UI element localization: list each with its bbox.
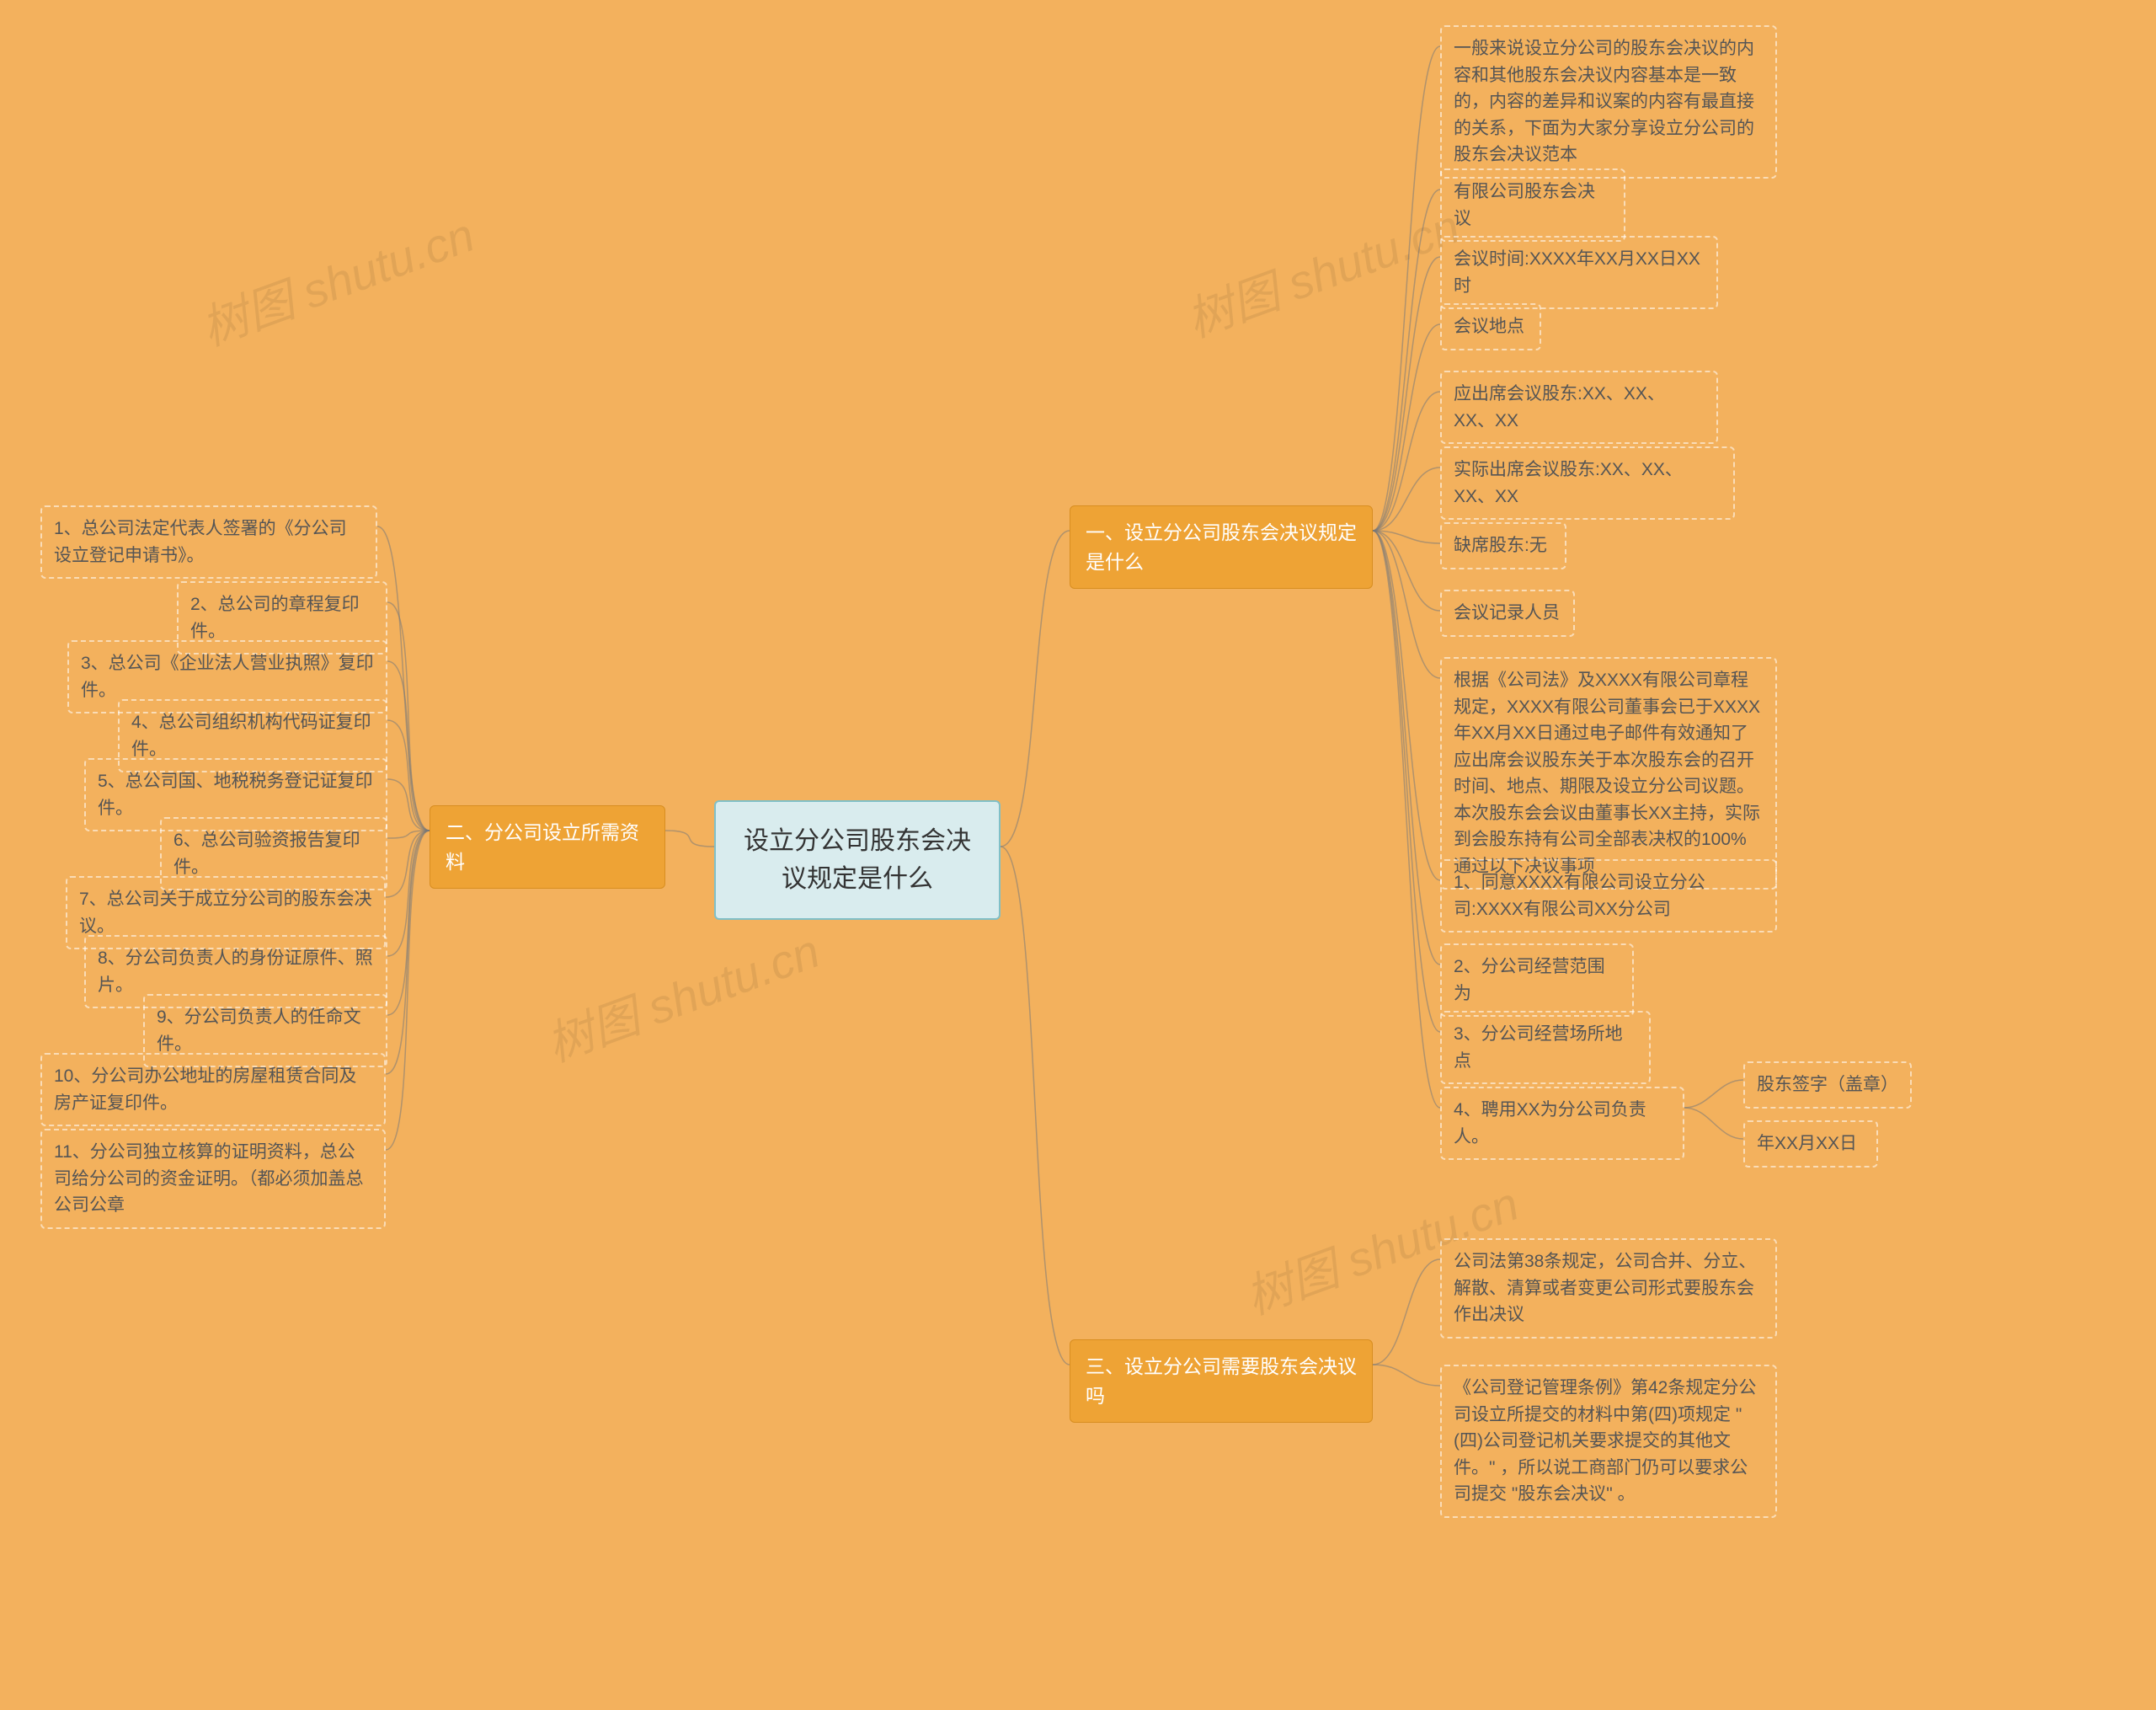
leaf-node: 一般来说设立分公司的股东会决议的内容和其他股东会决议内容基本是一致的，内容的差异…	[1440, 25, 1777, 179]
watermark: 树图 shutu.cn	[536, 913, 828, 1075]
leaf-node: 会议地点	[1440, 303, 1541, 350]
leaf-node: 2、分公司经营范围为	[1440, 943, 1634, 1017]
branch-node: 三、设立分公司需要股东会决议吗	[1070, 1339, 1373, 1423]
leaf-node: 1、总公司法定代表人签署的《分公司设立登记申请书》。	[40, 505, 377, 579]
watermark: 树图 shutu.cn	[1176, 189, 1468, 350]
leaf-node: 11、分公司独立核算的证明资料，总公司给分公司的资金证明。（都必须加盖总公司公章	[40, 1129, 386, 1229]
branch-node: 一、设立分公司股东会决议规定是什么	[1070, 505, 1373, 589]
leaf-node: 3、分公司经营场所地点	[1440, 1011, 1651, 1084]
leaf-node: 有限公司股东会决议	[1440, 168, 1625, 242]
leaf-node: 根据《公司法》及XXXX有限公司章程规定，XXXX有限公司董事会已于XXXX年X…	[1440, 657, 1777, 890]
leaf-node: 股东签字（盖章）	[1743, 1061, 1912, 1109]
leaf-node: 公司法第38条规定，公司合并、分立、解散、清算或者变更公司形式要股东会作出决议	[1440, 1238, 1777, 1339]
leaf-node: 1、同意XXXX有限公司设立分公司:XXXX有限公司XX分公司	[1440, 859, 1777, 932]
watermark: 树图 shutu.cn	[190, 197, 483, 359]
branch-node: 二、分公司设立所需资料	[430, 805, 665, 889]
leaf-node: 应出席会议股东:XX、XX、XX、XX	[1440, 371, 1718, 444]
leaf-node: 会议时间:XXXX年XX月XX日XX时	[1440, 236, 1718, 309]
leaf-node: 会议记录人员	[1440, 590, 1575, 637]
leaf-node: 《公司登记管理条例》第42条规定分公司设立所提交的材料中第(四)项规定 "(四)…	[1440, 1365, 1777, 1518]
center-node: 设立分公司股东会决议规定是什么	[714, 800, 1001, 920]
leaf-node: 10、分公司办公地址的房屋租赁合同及房产证复印件。	[40, 1053, 386, 1126]
leaf-node: 4、聘用XX为分公司负责人。	[1440, 1087, 1684, 1160]
leaf-node: 年XX月XX日	[1743, 1120, 1878, 1168]
leaf-node: 实际出席会议股东:XX、XX、XX、XX	[1440, 446, 1735, 520]
leaf-node: 缺席股东:无	[1440, 522, 1566, 569]
